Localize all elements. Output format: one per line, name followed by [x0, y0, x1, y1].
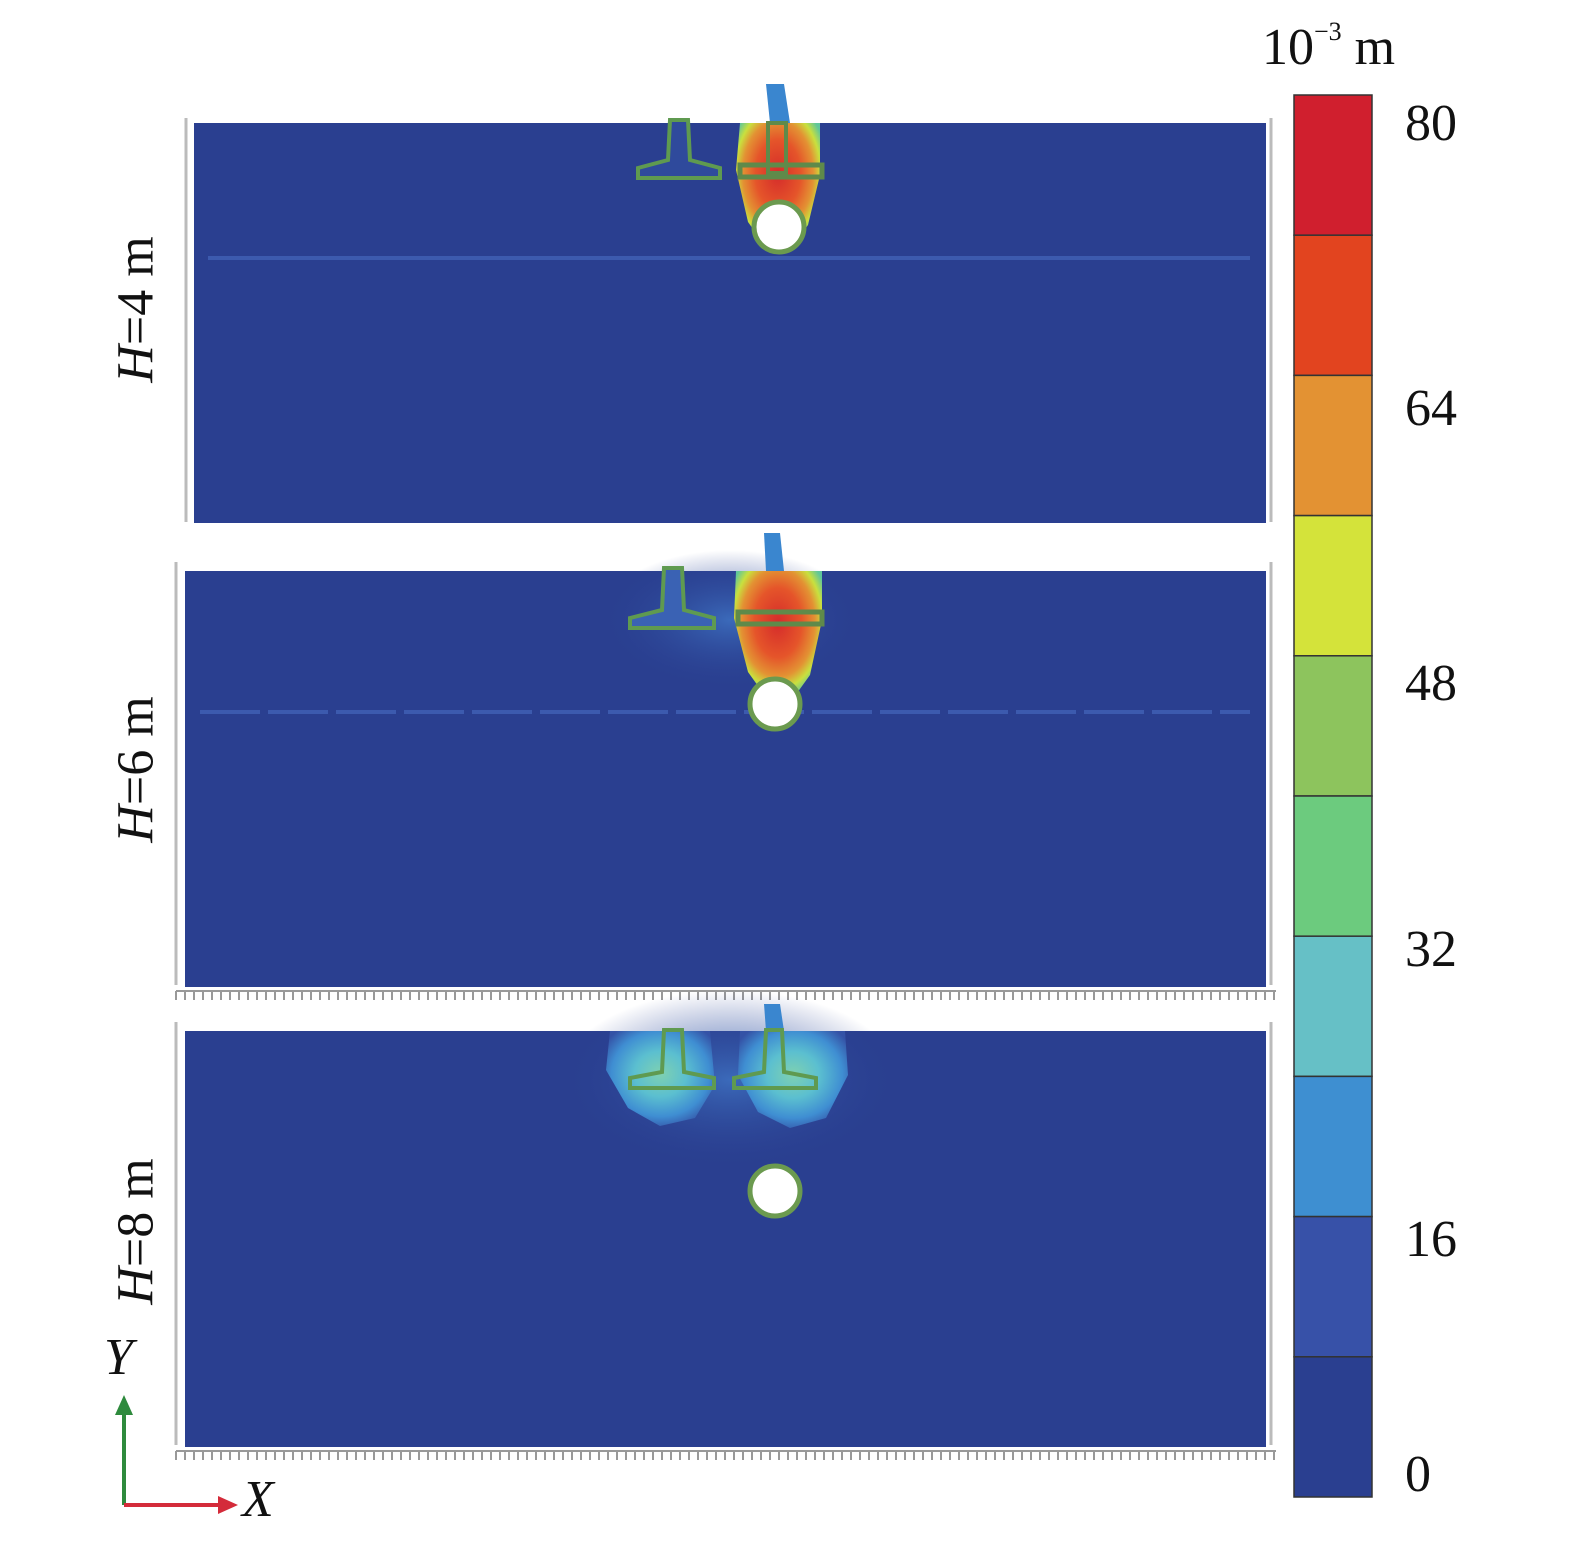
panel-h8-zone-left [606, 1031, 715, 1126]
panel-h8-pile-top [764, 1004, 784, 1031]
y-axis-label: Y [104, 1329, 133, 1386]
panel-h6-pile-top [764, 533, 784, 571]
colorbar-band [1293, 1356, 1373, 1498]
panel-h8-halo [560, 990, 900, 1170]
panel-h6-footing-right [735, 609, 825, 627]
panel-h6-displacement-zone [734, 571, 822, 700]
panel-h4-field [194, 123, 1266, 523]
colorbar-band [1293, 1215, 1373, 1358]
y-arrow-head [115, 1395, 133, 1415]
panel-h4-column-right [766, 121, 788, 175]
colorbar-band [1293, 94, 1373, 236]
panel-h6-footing-left [628, 566, 716, 630]
colorbar-band [1293, 935, 1373, 1078]
panel-h8-footing-right [732, 1028, 818, 1090]
colorbar-band [1293, 795, 1373, 937]
panel-h6-tunnel [747, 676, 803, 732]
colorbar-band [1293, 234, 1373, 377]
colorbar-band [1293, 655, 1373, 797]
colorbar-tick-0: 0 [1405, 1446, 1431, 1503]
panel-h6-boundary-ticks [175, 990, 1276, 1000]
colorbar-band [1293, 1075, 1373, 1218]
panel-label-h4: H=4 m [107, 236, 165, 383]
colorbar-tick-64: 64 [1405, 380, 1457, 437]
colorbar-band [1293, 514, 1373, 657]
panel-h4 [184, 84, 1273, 523]
panel-h4-pile-top [766, 84, 790, 123]
panel-h8-footing-left [628, 1028, 716, 1090]
x-arrow-head [218, 1496, 238, 1514]
panel-h8-tunnel [747, 1163, 803, 1219]
x-axis-label: X [242, 1471, 274, 1528]
panel-h4-tunnel [751, 199, 807, 255]
panel-h8-boundary-ticks [175, 1450, 1276, 1460]
panel-label-h6: H=6 m [107, 696, 165, 843]
colorbar-tick-80: 80 [1405, 95, 1457, 152]
panel-h4-footing-left [636, 118, 722, 180]
panel-h4-footing-right [737, 162, 825, 180]
colorbar-unit: 10−3 m [1262, 16, 1396, 76]
colorbar-tick-16: 16 [1405, 1211, 1457, 1268]
panel-h6 [174, 533, 1276, 1000]
colorbar-tick-32: 32 [1405, 921, 1457, 978]
panel-h8 [174, 990, 1276, 1460]
colorbar-tick-48: 48 [1405, 655, 1457, 712]
colorbar-band [1293, 374, 1373, 517]
axis-triad [115, 1395, 238, 1514]
colorbar [1293, 94, 1373, 1498]
